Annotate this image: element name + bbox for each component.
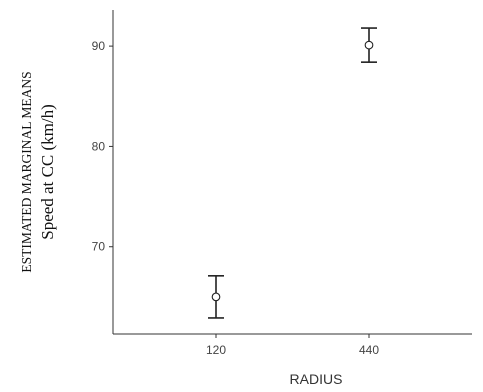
- data-point: [364, 40, 374, 50]
- x-tick-label: 120: [206, 343, 226, 357]
- x-axis-title: RADIUS: [290, 371, 343, 387]
- y-tick-label: 80: [92, 139, 106, 153]
- data-marks: [208, 27, 377, 319]
- x-tick-label: 440: [359, 343, 379, 357]
- y-ticks: 70 80 90: [92, 39, 113, 254]
- error-bar-group: [361, 27, 377, 63]
- y-tick-label: 90: [92, 39, 106, 53]
- error-bar-group: [208, 275, 224, 319]
- axes: [112, 10, 472, 335]
- data-point: [211, 292, 221, 302]
- x-ticks: 120 440: [206, 334, 379, 357]
- y-axis-title-line2: Speed at CC (km/h): [38, 104, 57, 240]
- y-axis-title-line1: ESTIMATED MARGINAL MEANS: [19, 71, 34, 272]
- y-tick-label: 70: [92, 240, 106, 254]
